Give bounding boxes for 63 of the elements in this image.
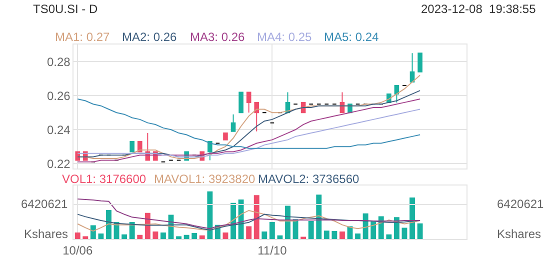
bar (192, 232, 198, 240)
bar (199, 235, 205, 240)
text: MA1: 0.27 (55, 30, 110, 44)
candlestick (223, 132, 228, 140)
chart-title: TS0U.SI - D (33, 2, 98, 16)
text: MAVOL1: 3923820 (154, 172, 256, 186)
candlestick (246, 92, 252, 114)
bar (98, 233, 104, 240)
bar (238, 199, 244, 240)
text: 6420621 (21, 197, 68, 211)
x-tick-label: 11/10 (258, 244, 288, 258)
text: MA3: 0.26 (190, 30, 246, 44)
bar (324, 230, 330, 240)
line-series (77, 98, 421, 162)
bar (254, 195, 260, 240)
bar (90, 225, 96, 240)
y-tick-label: 0.22 (46, 156, 71, 171)
bar (402, 228, 408, 240)
candlestick (340, 92, 345, 114)
y-tick-label: 0.26 (46, 88, 71, 103)
bar (339, 232, 345, 240)
bar (246, 226, 252, 240)
candlestick (130, 141, 134, 152)
x-tick-label: 10/06 (62, 244, 93, 258)
text: Kshares (497, 227, 542, 241)
y-axis-title: Kshares (24, 227, 68, 241)
bar (316, 194, 322, 240)
text: MA2: 0.26 (122, 30, 178, 44)
line-series (77, 108, 421, 158)
bar (355, 233, 361, 240)
bar (207, 191, 213, 240)
candlestick (394, 84, 400, 103)
bar (332, 231, 338, 240)
text: 2023-12-08 19:38:55 (421, 2, 536, 16)
candlestick (254, 102, 260, 132)
text: MAVOL2: 3736560 (258, 172, 360, 186)
bar (137, 234, 143, 240)
bar (386, 234, 392, 240)
bar (417, 223, 423, 240)
candlestick (238, 92, 244, 114)
candlestick (208, 141, 212, 161)
bar (184, 234, 190, 240)
bar (308, 221, 314, 240)
candlestick (410, 52, 415, 83)
y-tick-label: 0.24 (46, 122, 71, 137)
bar (262, 232, 268, 240)
bar (269, 222, 275, 240)
bar (277, 235, 283, 240)
bar (410, 198, 415, 240)
text: VOL1: 3176600 (62, 172, 146, 186)
bar (152, 232, 158, 240)
candlestick (418, 52, 422, 72)
bar (129, 222, 135, 240)
candlestick (230, 114, 236, 132)
y-tick-label: 0.28 (46, 54, 71, 69)
bar (74, 232, 80, 240)
bar (106, 210, 112, 240)
bar (122, 234, 128, 240)
bar (160, 232, 166, 240)
text: 6420621 (497, 197, 544, 211)
line-series (77, 98, 421, 149)
text: MA4: 0.25 (257, 30, 312, 44)
text: MA5: 0.24 (324, 30, 380, 44)
